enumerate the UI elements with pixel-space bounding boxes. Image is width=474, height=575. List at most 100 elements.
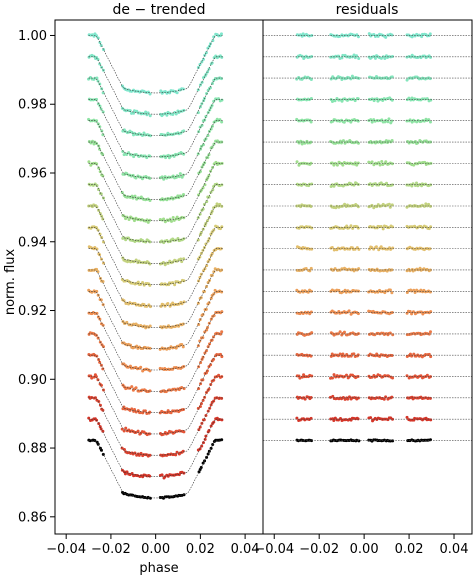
residual-point: [390, 417, 394, 421]
residual-point: [390, 33, 394, 37]
detrended-point: [134, 258, 138, 262]
residual-point: [310, 374, 314, 378]
detrended-point: [202, 202, 206, 206]
detrended-point: [94, 34, 98, 38]
residual-point: [408, 245, 412, 249]
residual-point: [410, 184, 414, 188]
residual-point: [330, 161, 334, 165]
detrended-point: [122, 448, 126, 452]
residual-point: [346, 397, 350, 401]
residual-point: [387, 202, 391, 206]
detrended-point: [168, 175, 172, 179]
residual-point: [329, 354, 333, 358]
residual-point: [330, 246, 334, 250]
detrended-point: [220, 418, 224, 422]
detrended-point: [182, 129, 186, 133]
detrended-point: [101, 367, 105, 371]
detrended-point: [162, 217, 166, 221]
residual-point: [335, 163, 339, 167]
residual-point: [357, 56, 361, 60]
residual-point: [417, 33, 421, 37]
detrended-point: [205, 369, 209, 373]
residual-point: [338, 352, 342, 356]
detrended-point: [143, 409, 147, 413]
residual-point: [342, 330, 346, 334]
residual-point: [429, 355, 433, 359]
model-line: [88, 120, 223, 179]
residual-point: [309, 204, 313, 208]
detrended-point: [196, 111, 200, 115]
residual-point: [390, 268, 394, 272]
detrended-point: [148, 218, 152, 222]
detrended-point: [99, 107, 103, 111]
y-tick-label: 0.86: [18, 510, 47, 525]
detrended-point: [141, 280, 145, 284]
y-tick-label: 0.92: [18, 304, 47, 319]
detrended-point: [175, 215, 179, 219]
detrended-point: [178, 172, 182, 176]
residual-point: [415, 181, 419, 185]
detrended-point: [87, 416, 91, 420]
residual-point: [382, 182, 386, 186]
residual-point: [298, 376, 302, 380]
detrended-point: [212, 335, 216, 339]
detrended-point: [131, 196, 135, 200]
model-line: [88, 312, 223, 371]
detrended-points: [87, 32, 224, 500]
detrended-point: [182, 152, 186, 156]
residual-point: [370, 203, 374, 207]
residual-point: [379, 56, 383, 60]
detrended-point: [102, 48, 106, 52]
residual-point: [333, 161, 337, 165]
model-line: [88, 440, 223, 499]
model-line: [88, 269, 223, 328]
residual-point: [341, 163, 345, 167]
y-tick-label: 0.88: [18, 442, 47, 457]
detrended-point: [132, 109, 136, 113]
detrended-point: [165, 113, 169, 117]
residual-point: [384, 160, 388, 164]
detrended-point: [95, 184, 99, 188]
detrended-point: [181, 345, 185, 349]
detrended-point: [125, 470, 129, 474]
detrended-point: [220, 55, 224, 59]
detrended-point: [143, 496, 147, 500]
residual-point: [390, 75, 394, 79]
x-tick-label: 0.00: [350, 542, 379, 557]
residual-point: [407, 96, 411, 100]
residual-point: [369, 416, 373, 420]
residual-point: [422, 204, 426, 208]
detrended-point: [204, 307, 208, 311]
detrended-point: [125, 320, 129, 324]
detrended-point: [174, 453, 178, 457]
detrended-point: [182, 257, 186, 261]
detrended-point: [204, 349, 208, 353]
detrended-point: [196, 344, 200, 348]
residual-point: [310, 182, 314, 186]
residual-point: [303, 397, 307, 401]
detrended-point: [220, 204, 224, 208]
residual-point: [309, 310, 313, 314]
detrended-point: [148, 134, 152, 138]
residual-point: [341, 395, 345, 399]
detrended-point: [203, 183, 207, 187]
model-line: [88, 333, 223, 392]
residual-point: [370, 160, 374, 164]
detrended-point: [101, 174, 105, 178]
detrended-point: [209, 190, 213, 194]
residual-point: [309, 266, 313, 270]
detrended-point: [132, 219, 136, 223]
detrended-point: [219, 32, 223, 36]
detrended-point: [198, 405, 202, 409]
detrended-point: [148, 305, 152, 309]
detrended-point: [95, 311, 99, 315]
residual-point: [378, 163, 382, 167]
detrended-point: [101, 408, 105, 412]
residual-point: [429, 55, 433, 59]
residual-point: [357, 76, 361, 80]
residual-point: [390, 162, 394, 166]
detrended-point: [143, 133, 147, 137]
detrended-point: [101, 110, 105, 114]
residual-point: [369, 118, 373, 122]
detrended-point: [127, 217, 131, 221]
